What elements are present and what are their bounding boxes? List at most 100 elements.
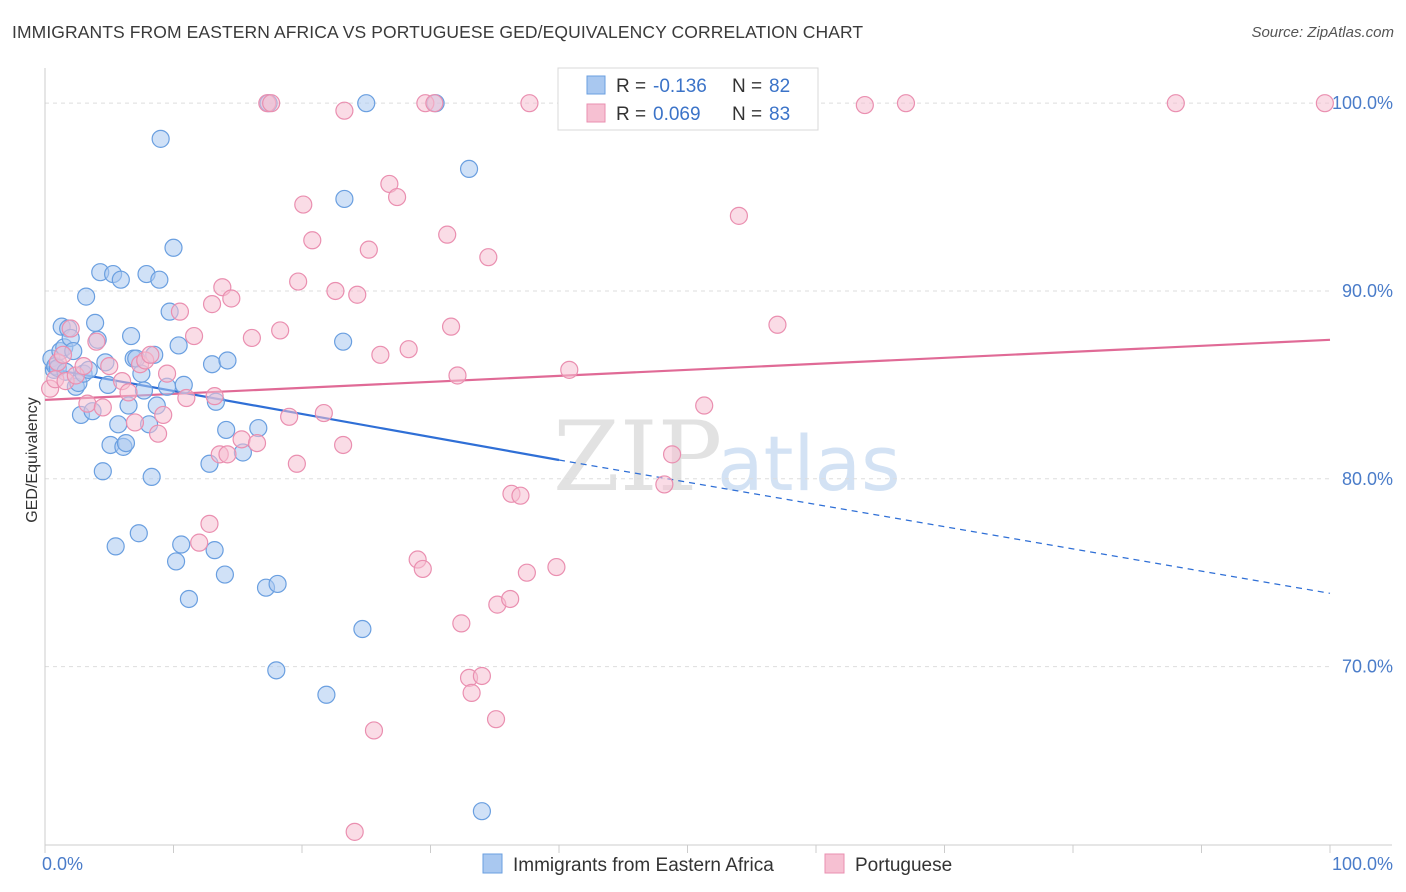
chart-source: Source: ZipAtlas.com xyxy=(1251,24,1394,41)
data-point-pink xyxy=(177,388,196,408)
data-point-pink xyxy=(157,364,177,383)
data-point-blue xyxy=(106,537,125,556)
data-point-pink xyxy=(472,666,491,686)
data-point-blue xyxy=(129,524,148,543)
data-point-pink xyxy=(359,240,378,259)
data-point-pink xyxy=(61,319,80,338)
data-point-pink xyxy=(170,302,190,321)
data-point-pink xyxy=(547,557,566,577)
data-point-pink xyxy=(271,321,290,340)
data-point-pink xyxy=(247,433,267,453)
data-point-pink xyxy=(326,281,345,301)
legend-swatch-blue xyxy=(586,75,606,95)
data-point-pink xyxy=(1166,94,1185,113)
data-point-blue xyxy=(150,270,169,289)
x-tick-label-max: 100.0% xyxy=(1332,854,1393,874)
grid-layer xyxy=(45,102,1330,668)
data-point-pink xyxy=(287,454,306,473)
data-point-pink xyxy=(200,514,219,533)
data-point-pink xyxy=(387,187,407,207)
legend-n-value: 82 xyxy=(769,76,790,97)
data-point-pink xyxy=(262,94,281,113)
data-point-pink xyxy=(154,405,173,425)
data-point-pink xyxy=(520,94,539,113)
series-legend: Immigrants from Eastern Africa Portugues… xyxy=(482,853,952,876)
data-point-pink xyxy=(768,315,787,334)
data-point-pink xyxy=(441,317,461,336)
data-point-blue xyxy=(169,336,188,355)
x-tick-label-min: 0.0% xyxy=(42,854,83,874)
data-point-pink xyxy=(448,366,467,385)
series-legend-label-blue: Immigrants from Eastern Africa xyxy=(513,855,774,876)
watermark-zip: ZIP xyxy=(553,401,722,513)
data-point-pink xyxy=(452,614,471,633)
data-point-pink xyxy=(413,559,432,579)
data-point-blue xyxy=(142,467,161,487)
data-point-blue xyxy=(357,94,376,113)
legend-r-value: -0.136 xyxy=(653,76,707,97)
data-point-blue xyxy=(151,129,170,148)
data-point-pink xyxy=(87,332,106,351)
data-point-pink xyxy=(222,289,241,308)
data-point-blue xyxy=(249,418,268,438)
data-point-blue xyxy=(179,589,199,609)
trend-line-blue-extension xyxy=(558,459,1331,594)
data-point-pink xyxy=(148,424,168,443)
series-legend-swatch-pink xyxy=(824,853,845,874)
data-point-pink xyxy=(560,360,579,379)
trend-line-pink xyxy=(44,338,1331,402)
data-point-pink xyxy=(294,195,313,214)
data-point-blue xyxy=(218,351,237,370)
legend-r-label: R = xyxy=(616,104,646,125)
axis-layer xyxy=(44,68,1392,853)
data-point-pink xyxy=(729,206,749,225)
data-point-pink xyxy=(462,683,481,702)
data-point-pink xyxy=(335,101,354,120)
data-point-pink xyxy=(289,272,308,291)
data-point-pink xyxy=(74,356,93,376)
data-point-pink xyxy=(345,822,364,841)
data-point-pink xyxy=(1315,94,1334,113)
data-point-pink xyxy=(517,563,536,582)
data-point-pink xyxy=(232,430,251,449)
points-layer xyxy=(41,94,1334,841)
data-point-pink xyxy=(334,435,353,455)
data-point-blue xyxy=(353,619,372,639)
data-point-pink xyxy=(486,710,506,729)
legend-r-label: R = xyxy=(616,76,646,97)
legend-swatch-pink xyxy=(586,103,606,123)
y-tick-label: 100.0% xyxy=(1332,93,1393,113)
data-point-blue xyxy=(172,535,191,554)
data-point-pink xyxy=(896,94,916,113)
data-point-pink xyxy=(190,533,209,552)
data-point-pink xyxy=(93,398,112,417)
data-point-pink xyxy=(202,295,222,314)
data-point-pink xyxy=(303,231,322,250)
y-tick-label: 70.0% xyxy=(1342,657,1393,677)
data-point-blue xyxy=(164,238,183,257)
data-point-pink xyxy=(218,445,237,464)
data-point-pink xyxy=(695,396,714,415)
data-point-blue xyxy=(217,420,236,440)
data-point-pink xyxy=(119,383,138,402)
data-point-blue xyxy=(116,433,136,453)
data-point-pink xyxy=(479,248,498,267)
data-point-blue xyxy=(317,685,336,704)
data-point-pink xyxy=(125,413,145,432)
series-legend-label-pink: Portuguese xyxy=(855,855,952,876)
data-point-blue xyxy=(334,332,353,351)
data-point-blue xyxy=(121,326,141,346)
data-point-blue xyxy=(202,355,222,374)
data-point-pink xyxy=(184,326,204,346)
legend-r-value: 0.069 xyxy=(653,104,701,125)
data-point-pink xyxy=(280,407,299,426)
data-point-pink xyxy=(364,721,384,740)
data-point-blue xyxy=(86,313,105,333)
data-point-pink xyxy=(141,345,160,364)
data-point-blue xyxy=(268,574,287,594)
data-point-blue xyxy=(267,661,286,680)
data-point-pink xyxy=(371,345,390,364)
data-point-pink xyxy=(855,95,874,115)
data-point-pink xyxy=(399,340,418,359)
data-point-blue xyxy=(109,415,128,434)
